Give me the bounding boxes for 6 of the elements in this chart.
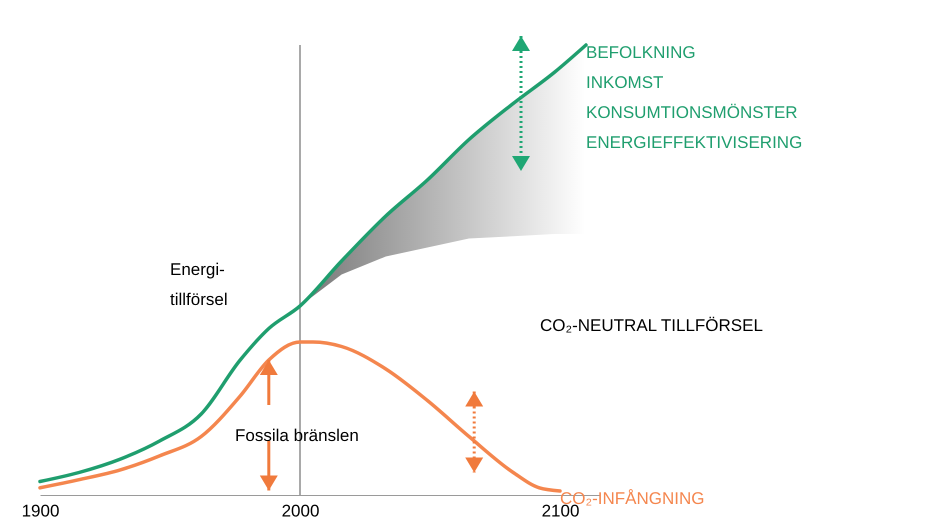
annotation: CO₂-NEUTRAL TILLFÖRSEL <box>540 316 763 335</box>
x-tick-label: 1900 <box>22 502 60 520</box>
annotation: Energi- tillförsel <box>170 260 228 309</box>
x-tick-label: 2000 <box>282 502 320 520</box>
annotation: Fossila bränslen <box>235 426 359 445</box>
series-label: BEFOLKNING INKOMST KONSUMTIONSMÖNSTER ENERGIEFFEKTIVISERING <box>586 43 802 152</box>
